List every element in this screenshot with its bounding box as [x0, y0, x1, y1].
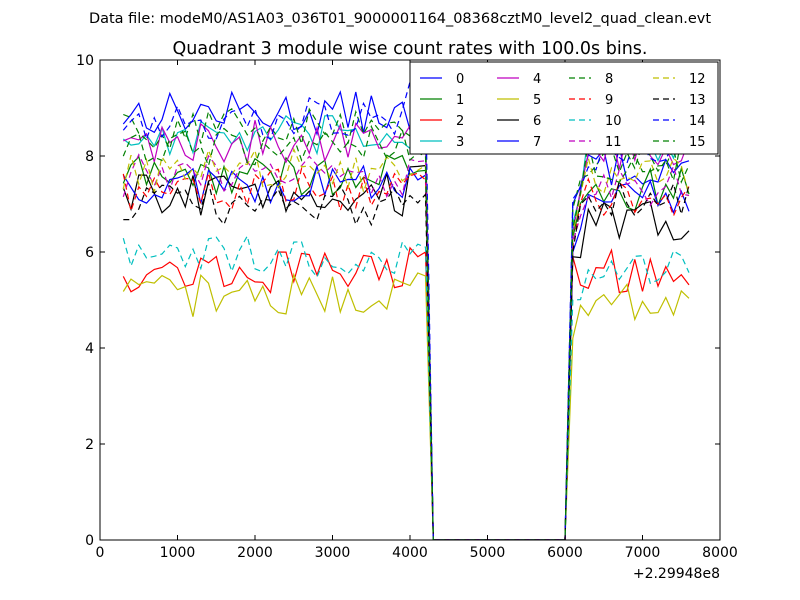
x-tick-label: 4000	[392, 545, 428, 561]
legend-label-7: 7	[533, 135, 541, 150]
legend-label-13: 13	[689, 93, 706, 108]
series-line-1	[122, 154, 690, 540]
y-tick-label: 4	[85, 341, 94, 357]
series-layer	[122, 81, 690, 540]
chart-title: Quadrant 3 module wise count rates with …	[173, 39, 648, 59]
legend-label-5: 5	[533, 93, 541, 108]
x-tick-label: 0	[96, 545, 105, 561]
x-tick-label: 7000	[625, 545, 661, 561]
series-line-14	[122, 81, 690, 540]
legend-label-9: 9	[605, 93, 613, 108]
series-line-15	[122, 124, 690, 540]
series-line-10	[122, 234, 690, 540]
legend-label-10: 10	[605, 114, 622, 129]
legend-label-4: 4	[533, 72, 541, 87]
data-file-label: Data file: modeM0/AS1A03_036T01_90000011…	[89, 11, 711, 27]
series-line-12	[122, 147, 690, 540]
y-tick-label: 6	[85, 245, 94, 261]
x-tick-label: 5000	[470, 545, 506, 561]
series-line-8	[123, 107, 690, 540]
x-tick-label: 8000	[702, 545, 738, 561]
legend-label-15: 15	[689, 135, 706, 150]
y-tick-label: 8	[85, 149, 94, 165]
legend-frame	[409, 61, 719, 155]
legend-label-6: 6	[533, 114, 541, 129]
legend-label-3: 3	[456, 135, 464, 150]
x-tick-label: 2000	[237, 545, 273, 561]
legend-label-0: 0	[456, 72, 464, 87]
series-line-6	[122, 164, 690, 540]
y-tick-label: 0	[85, 533, 94, 549]
legend-label-2: 2	[456, 114, 464, 129]
legend-label-14: 14	[689, 114, 706, 129]
series-line-13	[123, 178, 690, 540]
legend-label-12: 12	[689, 72, 706, 87]
legend-label-11: 11	[605, 135, 622, 150]
x-tick-label: 3000	[315, 545, 351, 561]
legend-label-1: 1	[456, 93, 464, 108]
series-line-9	[122, 167, 690, 540]
series-line-0	[122, 90, 690, 540]
x-offset-label: +2.29948e8	[633, 566, 720, 582]
x-tick-label: 1000	[160, 545, 196, 561]
y-tick-label: 2	[85, 437, 94, 453]
series-line-5	[122, 272, 690, 540]
y-tick-label: 10	[76, 53, 94, 69]
legend-label-8: 8	[605, 72, 613, 87]
x-tick-label: 6000	[547, 545, 583, 561]
